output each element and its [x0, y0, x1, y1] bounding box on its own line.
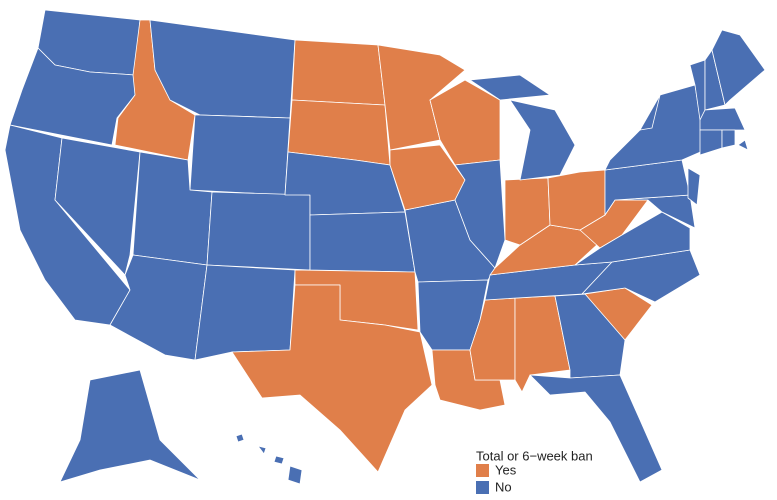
state	[309, 211, 416, 273]
state	[194, 264, 296, 361]
state	[231, 284, 433, 473]
state	[721, 129, 736, 149]
states	[4, 9, 766, 485]
state	[454, 159, 506, 269]
state	[699, 107, 746, 131]
state	[235, 433, 303, 485]
state	[206, 191, 311, 271]
legend-swatch	[476, 481, 489, 494]
state	[639, 94, 661, 131]
state	[604, 84, 706, 171]
state	[469, 74, 576, 181]
state	[711, 29, 766, 106]
legend-label: Yes	[495, 462, 517, 477]
state	[189, 114, 291, 196]
state	[504, 177, 551, 246]
state	[59, 369, 201, 483]
state	[54, 137, 141, 276]
legend-title: Total or 6−week ban	[476, 448, 593, 463]
state	[737, 139, 749, 151]
state	[687, 167, 701, 206]
legend: Total or 6−week ban Yes No	[476, 448, 593, 494]
state	[9, 47, 136, 146]
state	[291, 39, 386, 106]
state	[574, 211, 691, 266]
legend-swatch	[476, 464, 489, 477]
legend-label: No	[495, 479, 512, 494]
state	[699, 129, 723, 156]
state	[529, 374, 663, 483]
